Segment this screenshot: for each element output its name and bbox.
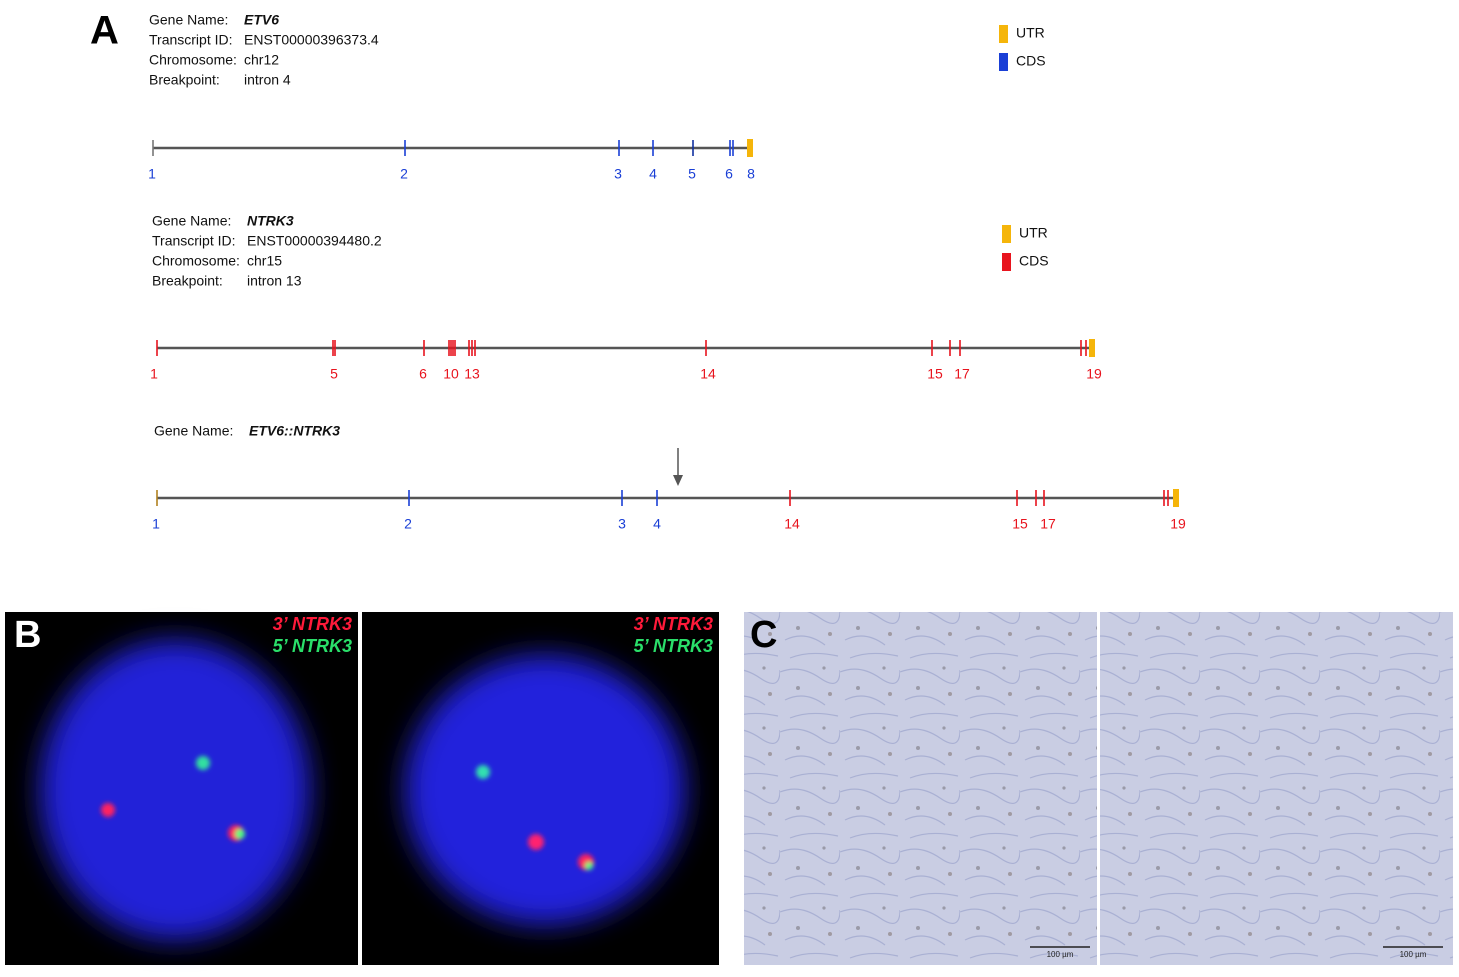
field-value: ENST00000394480.2	[247, 233, 382, 249]
field-key: Gene Name:	[152, 213, 231, 229]
exon-label: 1	[152, 516, 160, 532]
panel-label: B	[14, 614, 41, 656]
field-value: ETV6::NTRK3	[249, 423, 340, 439]
field-value: intron 13	[247, 273, 302, 289]
legend-label: CDS	[1019, 253, 1049, 269]
field-key: Transcript ID:	[149, 32, 233, 48]
legend-label: CDS	[1016, 53, 1046, 69]
exon-label: 17	[954, 366, 970, 382]
exon-label: 1	[150, 366, 158, 382]
exon-label: 10	[443, 366, 459, 382]
legend-swatch	[1002, 225, 1011, 243]
field-value: ENST00000396373.4	[244, 32, 379, 48]
field-value: ETV6	[244, 12, 279, 28]
exon-label: 5	[330, 366, 338, 382]
probe-label: 3’ NTRK3	[273, 614, 352, 634]
field-key: Chromosome:	[152, 253, 240, 269]
scale-bar-label: 100 µm	[1400, 950, 1427, 959]
utr	[747, 139, 753, 157]
exon-label: 15	[1012, 516, 1028, 532]
exon-label: 6	[419, 366, 427, 382]
exon-label: 2	[400, 166, 408, 182]
exon-label: 14	[784, 516, 800, 532]
nucleus	[40, 640, 310, 940]
legend-swatch	[999, 53, 1008, 71]
scale-bar-label: 100 µm	[1047, 950, 1074, 959]
exon-label: 3	[614, 166, 622, 182]
exon-label: 6	[725, 166, 733, 182]
legend-label: UTR	[1016, 25, 1045, 41]
exon-label: 17	[1040, 516, 1056, 532]
panel-label: C	[750, 614, 777, 656]
exon-label: 15	[927, 366, 943, 382]
utr	[1089, 339, 1095, 357]
ihc-image	[1100, 612, 1453, 965]
field-value: NTRK3	[247, 213, 294, 229]
exon-label: 19	[1170, 516, 1186, 532]
ihc-image	[744, 612, 1097, 965]
exon-label: 3	[618, 516, 626, 532]
exon-label: 4	[653, 516, 661, 532]
probe-label: 3’ NTRK3	[634, 614, 713, 634]
legend-label: UTR	[1019, 225, 1048, 241]
legend-swatch	[1002, 253, 1011, 271]
legend-swatch	[999, 25, 1008, 43]
exon-label: 1	[148, 166, 156, 182]
exon-label: 2	[404, 516, 412, 532]
field-key: Chromosome:	[149, 52, 237, 68]
breakpoint-arrow	[673, 475, 683, 486]
probe-label: 5’ NTRK3	[634, 636, 713, 656]
exon-label: 19	[1086, 366, 1102, 382]
field-value: chr15	[247, 253, 282, 269]
field-key: Breakpoint:	[149, 72, 220, 88]
field-value: intron 4	[244, 72, 291, 88]
exon-label: 14	[700, 366, 716, 382]
exon-label: 4	[649, 166, 657, 182]
exon-label: 5	[688, 166, 696, 182]
field-key: Gene Name:	[149, 12, 228, 28]
field-key: Breakpoint:	[152, 273, 223, 289]
probe-label: 5’ NTRK3	[273, 636, 352, 656]
field-value: chr12	[244, 52, 279, 68]
field-key: Gene Name:	[154, 423, 233, 439]
nucleus	[405, 655, 685, 925]
exon-label: 8	[747, 166, 755, 182]
field-key: Transcript ID:	[152, 233, 236, 249]
utr	[1173, 489, 1179, 507]
panel-label: A	[90, 9, 119, 53]
exon-label: 13	[464, 366, 480, 382]
